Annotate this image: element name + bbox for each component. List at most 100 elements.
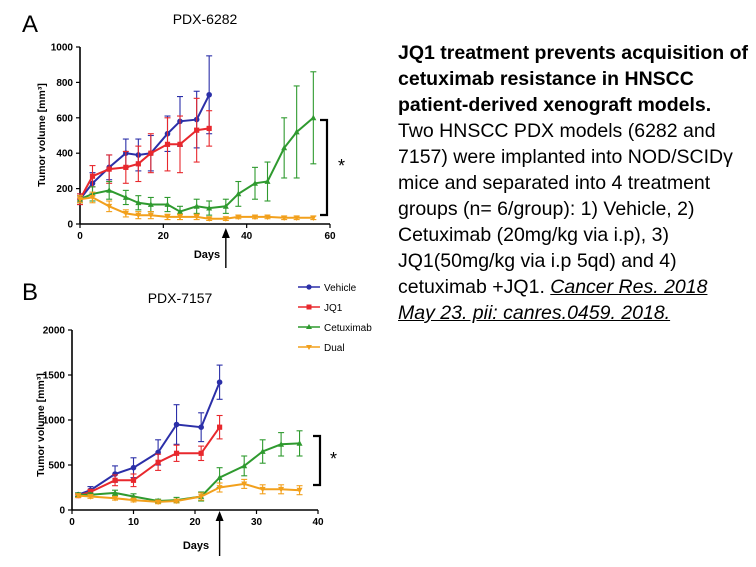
chart-b-xtick-label: 20: [189, 517, 201, 528]
chart-b-significance: *: [330, 449, 337, 469]
legend-item-vehicle: Vehicle: [298, 283, 357, 294]
chart-b-point-dual: [198, 494, 205, 500]
chart-a-point-dual: [164, 214, 171, 221]
chart-a-point-dual: [147, 212, 154, 219]
chart-a-point-jq1: [148, 150, 154, 156]
chart-b-ytick-label: 500: [48, 461, 65, 472]
chart-a-title: PDX-6282: [173, 11, 238, 27]
chart-a-point-cetuximab: [310, 114, 317, 121]
chart-b-ytick-label: 2000: [43, 326, 66, 337]
chart-b-series-cetuximab: [75, 430, 303, 504]
chart-b-point-dual: [241, 481, 248, 488]
chart-b-point-jq1: [173, 450, 180, 456]
chart-a-ytick-label: 0: [67, 220, 73, 231]
chart-b-point-vehicle: [130, 464, 137, 471]
chart-a-point-jq1: [106, 166, 112, 172]
chart-b-ylabel: Tumor volume [mm³]: [35, 373, 47, 477]
caption-body: Two HNSCC PDX models (6282 and 7157) wer…: [398, 118, 748, 326]
chart-b-point-jq1: [130, 477, 137, 483]
chart-b-point-cetuximab: [130, 493, 137, 499]
chart-b-point-jq1: [198, 450, 204, 456]
chart-b-point-dual: [75, 493, 82, 499]
chart-a-xtick-label: 40: [241, 231, 253, 242]
chart-b-treatment-arrowhead: [215, 511, 224, 521]
chart-a-point-cetuximab: [206, 204, 213, 211]
chart-b-point-jq1: [155, 459, 161, 465]
chart-a-ylabel: Tumor volume [mm³]: [36, 83, 48, 187]
chart-a-series-cetuximab: [77, 71, 317, 218]
legend-marker-jq1: [306, 304, 312, 310]
chart-a-xlabel: Days: [194, 249, 220, 261]
chart-b-point-dual: [87, 494, 94, 500]
chart-a-point-dual: [122, 210, 129, 217]
chart-a-significance-bracket: [320, 118, 329, 217]
chart-a-point-dual: [310, 215, 317, 222]
chart-a-point-cetuximab: [177, 208, 183, 215]
chart-a-ytick-label: 600: [56, 113, 73, 124]
chart-a-ytick-label: 1000: [51, 43, 74, 54]
chart-a-line-vehicle: [79, 94, 211, 200]
chart-a-ytick-label: 800: [56, 78, 73, 89]
chart-a-point-dual: [281, 215, 288, 222]
legend-item-jq1: JQ1: [298, 303, 343, 314]
chart-a-series-dual: [77, 191, 317, 222]
figure-caption: JQ1 treatment prevents acquisition of ce…: [398, 40, 748, 326]
chart-b-line-jq1: [77, 426, 221, 497]
chart-a-point-jq1: [123, 164, 129, 170]
chart-a-point-cetuximab: [222, 203, 229, 209]
chart-b-point-dual: [259, 486, 266, 493]
chart-a-xtick-label: 60: [324, 231, 336, 242]
chart-b-point-vehicle: [198, 424, 204, 431]
legend-marker-dual: [306, 345, 312, 350]
chart-a-point-cetuximab: [293, 128, 300, 135]
chart-a-point-cetuximab: [193, 203, 200, 209]
chart-b-point-vehicle: [216, 379, 223, 386]
chart-b-plot: 0 500 1000 1500 2000 0 10 20 30 40: [43, 326, 324, 556]
chart-a-xtick-label: 0: [77, 231, 83, 242]
caption-heading: JQ1 treatment prevents acquisition of ce…: [398, 42, 749, 116]
chart-b-significance-bracket: [313, 434, 322, 487]
chart-a-point-dual: [235, 214, 242, 221]
chart-b-xtick-label: 10: [128, 517, 140, 528]
caption-citation-link[interactable]: Cancer Res. 2018 May 23. pii: canres.045…: [398, 276, 708, 324]
chart-b-point-jq1: [112, 477, 118, 483]
chart-a-point-cetuximab: [252, 180, 258, 186]
panel-a: A PDX-6282 Tumor volume [mm³] Days 02004…: [22, 11, 345, 268]
chart-b-xtick-label: 40: [312, 517, 324, 528]
chart-b-point-dual: [278, 486, 285, 493]
legend-item-cetuximab: Cetuximab: [298, 323, 372, 334]
chart-a-ytick-label: 400: [56, 149, 73, 160]
chart-b-line-cetuximab: [78, 442, 300, 503]
chart-a-point-cetuximab: [135, 199, 142, 206]
chart-a-point-dual: [77, 196, 83, 203]
chart-b-point-cetuximab: [112, 489, 119, 496]
chart-a-point-dual: [222, 216, 229, 222]
caption-body-text: Two HNSCC PDX models (6282 and 7157) wer…: [398, 120, 733, 298]
legend-label-dual: Dual: [324, 343, 345, 354]
chart-b-point-vehicle: [173, 421, 180, 428]
chart-a-xtick-label: 20: [158, 231, 170, 242]
chart-a-point-jq1: [164, 141, 171, 147]
chart-b-ytick-label: 0: [59, 506, 65, 517]
chart-a-treatment-arrowhead: [221, 228, 230, 238]
chart-a-point-dual: [193, 214, 200, 221]
chart-a-point-cetuximab: [264, 178, 271, 184]
chart-b-legend: Vehicle JQ1 Cetuximab Dual: [298, 283, 372, 354]
chart-b-point-dual: [173, 498, 180, 505]
chart-a-point-cetuximab: [164, 201, 171, 207]
chart-b-xlabel: Days: [183, 540, 209, 552]
chart-b-point-cetuximab: [259, 448, 266, 454]
chart-b-point-cetuximab: [296, 440, 303, 446]
chart-b-point-cetuximab: [216, 474, 223, 480]
chart-a-point-dual: [252, 214, 258, 221]
chart-a-line-jq1: [79, 127, 210, 200]
chart-a-point-jq1: [89, 173, 96, 179]
chart-b-point-dual: [130, 497, 137, 504]
chart-a-plot: 0 200 400 600 800 1000 0 20 40 60: [51, 43, 336, 268]
chart-a-series-jq1: [77, 97, 213, 206]
legend-label-jq1: JQ1: [324, 303, 343, 314]
chart-a-point-cetuximab: [235, 190, 242, 197]
chart-a-point-dual: [206, 216, 213, 222]
chart-a-point-jq1: [135, 161, 141, 167]
